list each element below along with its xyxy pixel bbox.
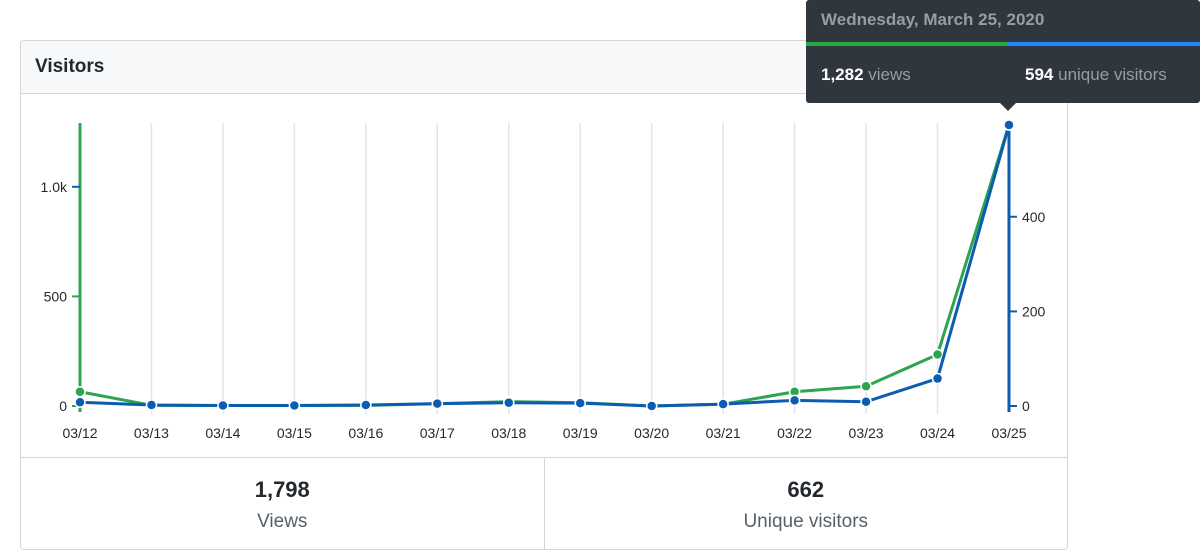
x-tick-label: 03/15 (277, 425, 312, 441)
visitors-chart[interactable]: 0 500 1.0k 0 200 400 03/12 03/13 03/14 03/15 03/16… (21, 94, 1067, 457)
uniques-point (717, 398, 729, 410)
uniques-point (431, 397, 444, 410)
tooltip-views-bar (806, 42, 1008, 46)
x-tick-label: 03/24 (920, 425, 955, 441)
tooltip-uniques-label: unique visitors (1058, 65, 1167, 84)
uniques-point (145, 399, 158, 411)
uniques-point (645, 400, 658, 412)
views-label: Views (257, 511, 308, 532)
views-stat: 1,798 Views (21, 458, 544, 549)
card-title: Visitors (35, 56, 105, 77)
x-tick-label: 03/12 (62, 425, 97, 441)
views-line (79, 124, 1011, 408)
y-left-tick-label: 0 (59, 398, 67, 414)
stats-row: 1,798 Views 662 Unique visitors (21, 457, 1068, 549)
views-point (931, 348, 944, 361)
y-right-tick-label: 400 (1022, 209, 1046, 225)
tooltip-uniques: 594 unique visitors (1025, 65, 1167, 85)
x-tick-label: 03/19 (563, 425, 598, 441)
x-tick-label: 03/16 (348, 425, 383, 441)
y-right-tick-label: 200 (1022, 303, 1046, 319)
x-tick-label: 03/18 (491, 425, 526, 441)
uniques-point (74, 396, 86, 408)
chart-tooltip: Wednesday, March 25, 2020 1,282 views 59… (806, 0, 1200, 111)
views-point (74, 386, 86, 398)
x-tick-label: 03/23 (849, 425, 884, 441)
tooltip-views-label: views (868, 65, 911, 84)
tooltip-uniques-bar (1008, 42, 1200, 46)
uniques-point (503, 396, 515, 409)
uniques-point (574, 397, 586, 409)
chart-svg[interactable]: 0 500 1.0k 0 200 400 03/12 03/13 03/14 03/15 03/16… (20, 40, 1068, 550)
visitors-card: Visitors 0 500 1.0k 0 200 400 03/12 03/13 03/14 0… (20, 40, 1068, 550)
x-tick-label: 03/17 (420, 425, 455, 441)
x-tick-label: 03/20 (634, 425, 669, 441)
y-left-tick-label: 1.0k (41, 179, 68, 195)
tooltip-uniques-value: 594 (1025, 65, 1054, 84)
uniques-point (1003, 119, 1015, 131)
x-tick-label: 03/25 (991, 425, 1026, 441)
views-total: 1,798 (254, 477, 310, 502)
uniques-stat: 662 Unique visitors (543, 458, 1068, 549)
x-tick-label: 03/22 (777, 425, 812, 441)
uniques-point (288, 399, 301, 412)
uniques-point (860, 395, 872, 408)
y-left-tick-label: 500 (44, 288, 68, 304)
uniques-total: 662 (787, 477, 825, 502)
uniques-point (360, 399, 372, 411)
x-tick-label: 03/21 (706, 425, 741, 441)
tooltip-date: Wednesday, March 25, 2020 (821, 10, 1045, 29)
y-right-tick-label: 0 (1022, 398, 1030, 414)
tooltip-views-value: 1,282 (821, 65, 864, 84)
uniques-label: Unique visitors (743, 511, 869, 532)
x-tick-label: 03/14 (205, 425, 240, 441)
uniques-point (931, 372, 944, 385)
uniques-point (788, 394, 801, 407)
uniques-line (79, 124, 1011, 408)
tooltip-views: 1,282 views (821, 65, 911, 85)
uniques-point (217, 399, 229, 412)
x-tick-label: 03/13 (134, 425, 169, 441)
views-point (860, 380, 872, 393)
